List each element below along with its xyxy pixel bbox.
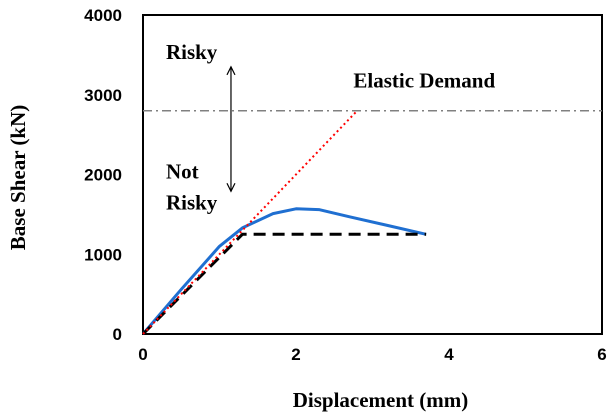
x-axis-title: Displacement (mm) [293, 388, 469, 412]
series-line-dotted [142, 110, 358, 335]
series-line-solid [141, 207, 427, 335]
x-tick-label: 6 [597, 345, 606, 364]
y-tick-label: 0 [113, 325, 122, 344]
annotation-label: Risky [166, 40, 218, 64]
y-tick-label: 1000 [84, 245, 122, 264]
y-axis-title: Base Shear (kN) [6, 105, 30, 250]
y-tick-label: 2000 [84, 166, 122, 185]
y-tick-label: 4000 [84, 6, 122, 25]
annotation-label: Risky [166, 191, 218, 215]
x-tick-label: 4 [444, 345, 454, 364]
arrow-head-down [226, 182, 236, 193]
x-tick-label: 2 [291, 345, 300, 364]
annotation-label: Elastic Demand [353, 69, 495, 93]
annotation-label: Not [166, 159, 199, 183]
y-tick-label: 3000 [84, 86, 122, 105]
arrow-head-up [226, 65, 236, 76]
plot-frame [142, 14, 603, 335]
x-tick-label: 0 [138, 345, 147, 364]
